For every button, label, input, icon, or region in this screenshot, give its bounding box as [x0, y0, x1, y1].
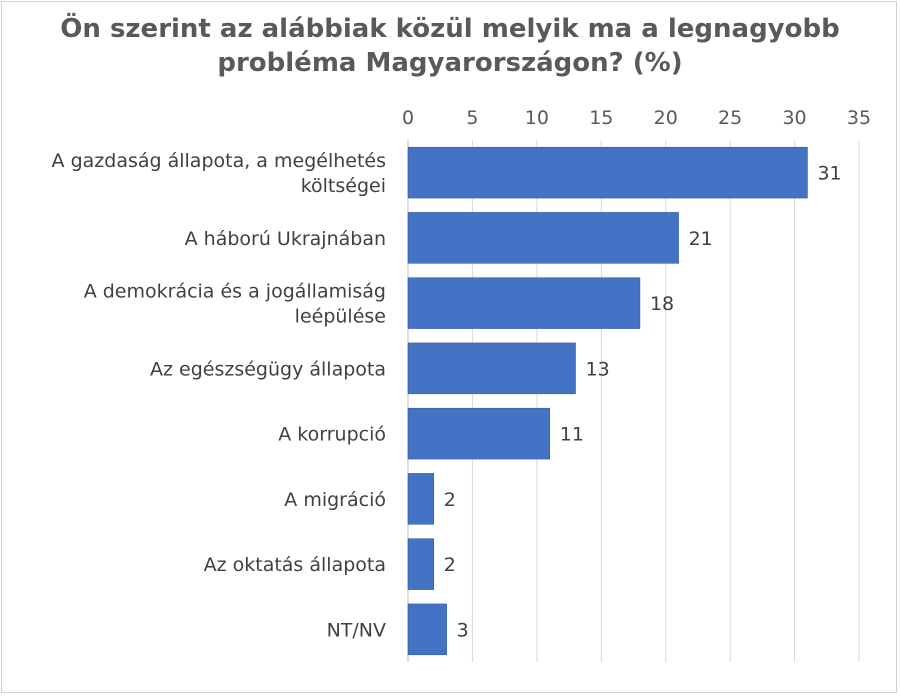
category-label: A háború Ukrajnában: [185, 228, 386, 250]
value-label: 18: [650, 293, 674, 315]
value-label: 11: [560, 424, 584, 446]
category-label-line: A korrupció: [278, 424, 386, 446]
category-label: Az egészségügy állapota: [150, 358, 386, 380]
x-tick-label: 20: [654, 107, 678, 129]
bar: [407, 212, 679, 264]
category-label-line: leépülése: [295, 306, 386, 328]
chart-title: Ön szerint az alábbiak közül melyik ma a…: [0, 12, 900, 80]
category-label: A gazdaság állapota, a megélhetés költség…: [52, 150, 386, 197]
value-label: 2: [444, 489, 456, 511]
chart-title-line-2: probléma Magyarországon? (%): [217, 48, 683, 78]
value-labels: 31 21 18 13 11 2 2 3: [444, 163, 842, 642]
bar: [407, 538, 435, 590]
x-tick-label: 15: [589, 107, 613, 129]
bar: [407, 407, 550, 460]
x-tick-label: 5: [466, 107, 478, 129]
category-label-line: A demokrácia és a jogállamiság: [84, 281, 386, 303]
bar: [407, 146, 808, 199]
category-label: NT/NV: [327, 619, 386, 641]
x-tick-labels: 0 5 10 15 20 25 30 35: [402, 107, 871, 129]
bar: [407, 342, 576, 395]
value-label: 2: [444, 554, 456, 576]
value-label: 21: [689, 228, 713, 250]
category-label: A migráció: [284, 489, 386, 511]
value-label: 31: [817, 163, 841, 185]
x-tick-label: 10: [525, 107, 549, 129]
bar: [407, 473, 435, 525]
category-label: A demokrácia és a jogállamiság leépülése: [84, 281, 386, 328]
category-labels: A gazdaság állapota, a megélhetés költség…: [52, 150, 386, 641]
category-label-line: A gazdaság állapota, a megélhetés: [52, 150, 386, 172]
category-label-line: A háború Ukrajnában: [185, 228, 386, 250]
x-tick-label: 0: [402, 107, 414, 129]
category-label: A korrupció: [278, 424, 386, 446]
bar: [407, 277, 641, 329]
bars: [407, 146, 808, 656]
value-label: 3: [457, 619, 469, 641]
chart-title-line-1: Ön szerint az alábbiak közül melyik ma a…: [60, 14, 840, 44]
value-label: 13: [586, 358, 610, 380]
x-tick-label: 25: [718, 107, 742, 129]
bar: [407, 603, 447, 656]
category-label-line: A migráció: [284, 489, 386, 511]
category-label: Az oktatás állapota: [204, 554, 386, 576]
category-label-line: NT/NV: [327, 619, 386, 641]
category-label-line: Az egészségügy állapota: [150, 358, 386, 380]
category-label-line: költségei: [301, 175, 386, 197]
x-tick-label: 30: [782, 107, 806, 129]
category-label-line: Az oktatás állapota: [204, 554, 386, 576]
x-tick-label: 35: [847, 107, 871, 129]
